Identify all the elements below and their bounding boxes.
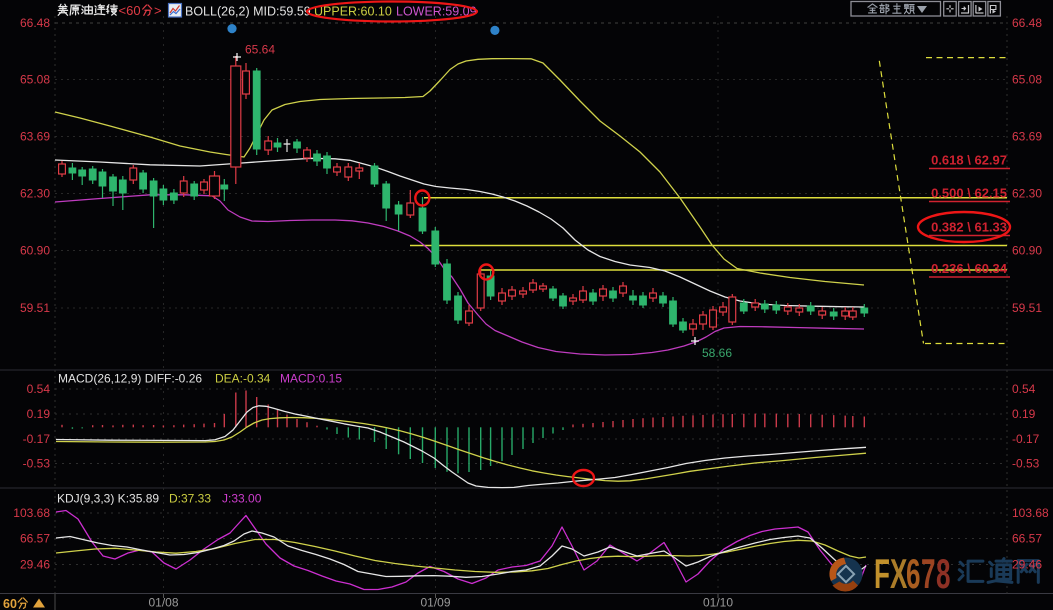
svg-text:58.66: 58.66 bbox=[702, 346, 732, 360]
svg-text:65.08: 65.08 bbox=[1012, 73, 1042, 87]
svg-text:0.19: 0.19 bbox=[27, 407, 51, 421]
svg-text:UPPER:60.10: UPPER:60.10 bbox=[314, 5, 392, 19]
svg-text:-0.53: -0.53 bbox=[1012, 457, 1040, 471]
svg-text:6: 6 bbox=[906, 551, 920, 598]
svg-text:63.69: 63.69 bbox=[1012, 130, 1042, 144]
svg-text:D:37.33: D:37.33 bbox=[169, 492, 211, 506]
svg-text:103.68: 103.68 bbox=[1012, 506, 1049, 520]
svg-text:KDJ(9,3,3) K:35.89: KDJ(9,3,3) K:35.89 bbox=[57, 492, 159, 506]
svg-text:103.68: 103.68 bbox=[13, 506, 50, 520]
svg-text:0.54: 0.54 bbox=[27, 382, 51, 396]
svg-text:8: 8 bbox=[936, 551, 950, 598]
svg-text:59.51: 59.51 bbox=[1012, 301, 1042, 315]
svg-text:0.54: 0.54 bbox=[1012, 382, 1036, 396]
svg-text:60.90: 60.90 bbox=[1012, 244, 1042, 258]
svg-text:01/10: 01/10 bbox=[703, 596, 733, 610]
svg-text:F: F bbox=[874, 551, 890, 598]
svg-text:66.57: 66.57 bbox=[20, 532, 50, 546]
svg-text:J:33.00: J:33.00 bbox=[222, 492, 262, 506]
svg-text:-0.17: -0.17 bbox=[1012, 432, 1040, 446]
svg-text:65.64: 65.64 bbox=[245, 43, 275, 57]
svg-text:29.46: 29.46 bbox=[20, 558, 50, 572]
svg-text:66.48: 66.48 bbox=[1012, 16, 1042, 30]
svg-text:0.618 \ 62.97: 0.618 \ 62.97 bbox=[931, 153, 1007, 168]
svg-text:62.30: 62.30 bbox=[20, 187, 50, 201]
svg-text:60.90: 60.90 bbox=[20, 244, 50, 258]
svg-text:01/09: 01/09 bbox=[420, 596, 450, 610]
svg-text:63.69: 63.69 bbox=[20, 130, 50, 144]
svg-text:66.57: 66.57 bbox=[1012, 532, 1042, 546]
svg-text:DEA:-0.34: DEA:-0.34 bbox=[215, 372, 271, 386]
svg-text:MACD:0.15: MACD:0.15 bbox=[280, 372, 342, 386]
svg-text:-0.17: -0.17 bbox=[23, 432, 51, 446]
svg-text:X: X bbox=[890, 551, 907, 598]
svg-text:MACD(26,12,9) DIFF:-0.26: MACD(26,12,9) DIFF:-0.26 bbox=[58, 372, 202, 386]
svg-text:LOWER:59.09: LOWER:59.09 bbox=[396, 5, 477, 19]
svg-text:0.500 \ 62.15: 0.500 \ 62.15 bbox=[931, 186, 1007, 201]
svg-text:-0.53: -0.53 bbox=[23, 457, 51, 471]
svg-text:59.51: 59.51 bbox=[20, 301, 50, 315]
svg-text:29.46: 29.46 bbox=[1012, 558, 1042, 572]
svg-text:BOLL(26,2) MID:59.59: BOLL(26,2) MID:59.59 bbox=[185, 5, 311, 19]
svg-text:0.236 \ 60.34: 0.236 \ 60.34 bbox=[931, 261, 1008, 276]
svg-text:01/08: 01/08 bbox=[148, 596, 178, 610]
svg-text:66.48: 66.48 bbox=[20, 16, 50, 30]
svg-text:0.382 \ 61.33: 0.382 \ 61.33 bbox=[931, 220, 1007, 235]
svg-text:7: 7 bbox=[921, 551, 935, 598]
svg-text:<60: <60 bbox=[119, 3, 141, 18]
svg-text:>: > bbox=[154, 3, 162, 18]
svg-text:65.08: 65.08 bbox=[20, 73, 50, 87]
svg-text:0.19: 0.19 bbox=[1012, 407, 1036, 421]
svg-text:62.30: 62.30 bbox=[1012, 187, 1042, 201]
svg-text:60: 60 bbox=[3, 597, 17, 610]
